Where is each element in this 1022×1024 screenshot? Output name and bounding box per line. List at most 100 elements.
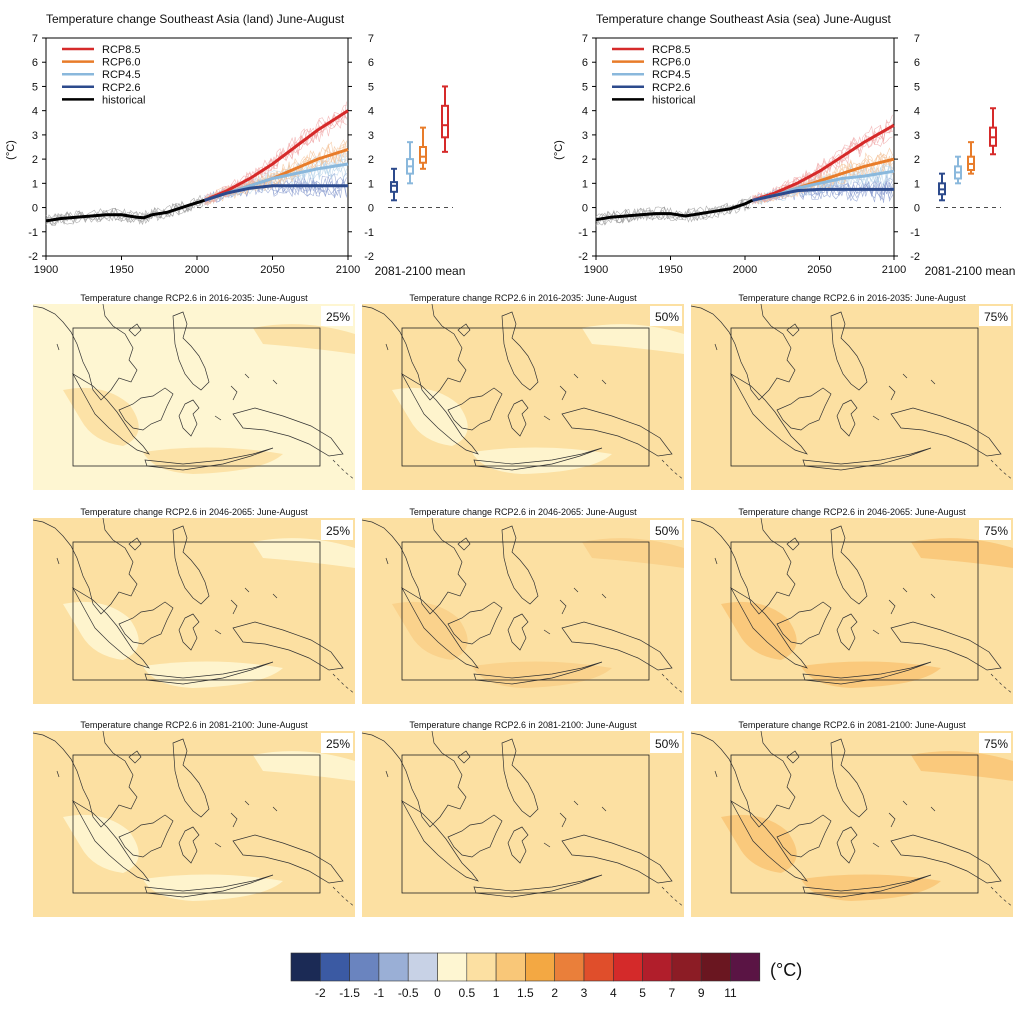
legend-label: RCP4.5 (652, 69, 691, 81)
legend-label: RCP2.6 (102, 82, 141, 94)
ensemble-line (45, 194, 204, 225)
colorbar-cell (642, 952, 673, 982)
map-grid: Temperature change RCP2.6 in 2016-2035: … (32, 293, 1014, 917)
percentile-bg (321, 520, 353, 540)
colorbar-label: -1 (374, 986, 385, 1000)
map-patch (911, 751, 1013, 781)
legend-label: historical (652, 94, 695, 106)
map-panel: Temperature change RCP2.6 in 2081-2100: … (690, 720, 1014, 917)
box-RCP4.5 (954, 155, 962, 185)
ensemble-line (752, 152, 893, 203)
x-tick-label: 1900 (34, 264, 58, 276)
map-panel: Temperature change RCP2.6 in 2081-2100: … (32, 720, 356, 917)
colorbar-cell (671, 952, 702, 982)
percentile-bg (650, 733, 682, 753)
x-tick-label: 2050 (260, 264, 284, 276)
colorbar-label: 0.5 (458, 986, 475, 1000)
colorbar-label: 4 (610, 986, 617, 1000)
colorbar-label: 9 (698, 986, 705, 1000)
map-percentile: 75% (984, 524, 1008, 538)
y-tick-label: 0 (32, 203, 38, 215)
map-panel: Temperature change RCP2.6 in 2046-2065: … (690, 507, 1014, 704)
y-tick-label: 6 (32, 57, 38, 69)
map-percentile: 25% (326, 737, 350, 751)
y-tick-label: -1 (578, 227, 588, 239)
chart-title: Temperature change Southeast Asia (land)… (46, 12, 345, 26)
series-line (45, 198, 206, 223)
y-tick-label: 4 (368, 106, 374, 118)
colorbar-label: -0.5 (398, 986, 419, 1000)
map-patch (63, 601, 139, 660)
map-title: Temperature change RCP2.6 in 2046-2065: … (409, 507, 637, 517)
y-tick-label: 7 (582, 33, 588, 45)
map-title: Temperature change RCP2.6 in 2016-2035: … (409, 293, 637, 303)
y-axis-label: (°C) (553, 140, 565, 160)
ensemble-line (595, 203, 752, 224)
box-RCP8.5 (989, 107, 997, 156)
region-box (401, 327, 650, 467)
y-tick-label: 7 (368, 33, 374, 45)
map-panel: Temperature change RCP2.6 in 2016-2035: … (690, 293, 1014, 490)
y-axis-label: (°C) (5, 140, 17, 160)
chart-title: Temperature change Southeast Asia (sea) … (596, 12, 892, 26)
map-patch (63, 387, 139, 446)
ensemble-line (45, 199, 204, 226)
plot-area: -2 -2 -1 -1 0 0 1 1 2 2 3 3 4 4 5 5 6 6 7 7 1900 1950 2000 2050… (28, 33, 453, 276)
y-tick-label: 6 (914, 57, 920, 69)
region-box (72, 754, 321, 894)
map-percentile: 50% (655, 524, 679, 538)
box-RCP2.6 (938, 172, 946, 202)
map-patch (721, 387, 797, 446)
map-percentile: 75% (984, 310, 1008, 324)
region-box (72, 327, 321, 467)
series-line (595, 198, 754, 222)
colorbar: (°C) -2 -1.5 -1 -0.5 0 0.5 1 1.5 2 3 4 5 7 9 11 (290, 952, 802, 1000)
map-title: Temperature change RCP2.6 in 2016-2035: … (738, 293, 966, 303)
ensemble-line (595, 198, 752, 226)
colorbar-cell (378, 952, 409, 982)
map-title: Temperature change RCP2.6 in 2081-2100: … (738, 720, 966, 730)
region-box (730, 327, 979, 467)
y-tick-label: 6 (582, 57, 588, 69)
y-tick-label: 3 (32, 130, 38, 142)
plot-area: -2 -2 -1 -1 0 0 1 1 2 2 3 3 4 4 5 5 6 6 7 7 1900 1950 2000 2050… (578, 33, 1001, 276)
x-tick-label: 1900 (584, 264, 608, 276)
colorbar-label: 3 (581, 986, 588, 1000)
map-percentile: 25% (326, 524, 350, 538)
y-tick-label: -1 (910, 227, 920, 239)
y-tick-label: 2 (32, 154, 38, 166)
box-label: 2081-2100 mean (375, 264, 466, 278)
colorbar-unit: (°C) (770, 960, 802, 980)
map-percentile: 50% (655, 310, 679, 324)
map-percentile: 25% (326, 310, 350, 324)
ensemble-members (45, 101, 347, 226)
x-tick-label: 2000 (185, 264, 209, 276)
colorbar-cell (612, 952, 643, 982)
y-tick-label: 5 (582, 81, 588, 93)
legend-label: RCP8.5 (102, 44, 141, 56)
y-tick-label: 3 (582, 130, 588, 142)
box-RCP6.0 (419, 126, 427, 170)
colorbar-cell (466, 952, 497, 982)
y-tick-label: 4 (914, 106, 920, 118)
ensemble-line (204, 146, 347, 203)
legend-label: historical (102, 94, 145, 106)
colorbar-label: -1.5 (339, 986, 360, 1000)
y-tick-label: 0 (368, 203, 374, 215)
y-tick-label: 5 (368, 81, 374, 93)
y-tick-label: 4 (582, 106, 588, 118)
y-tick-label: 2 (368, 154, 374, 166)
map-panel: Temperature change RCP2.6 in 2046-2065: … (32, 507, 356, 704)
percentile-bg (979, 306, 1011, 326)
percentile-bg (979, 520, 1011, 540)
x-tick-label: 1950 (109, 264, 133, 276)
map-patch (911, 538, 1013, 568)
colorbar-label: 2 (551, 986, 558, 1000)
y-tick-label: 0 (914, 203, 920, 215)
box-body (390, 181, 398, 193)
map-title: Temperature change RCP2.6 in 2081-2100: … (80, 720, 308, 730)
colorbar-cell (349, 952, 380, 982)
y-tick-label: 2 (914, 154, 920, 166)
